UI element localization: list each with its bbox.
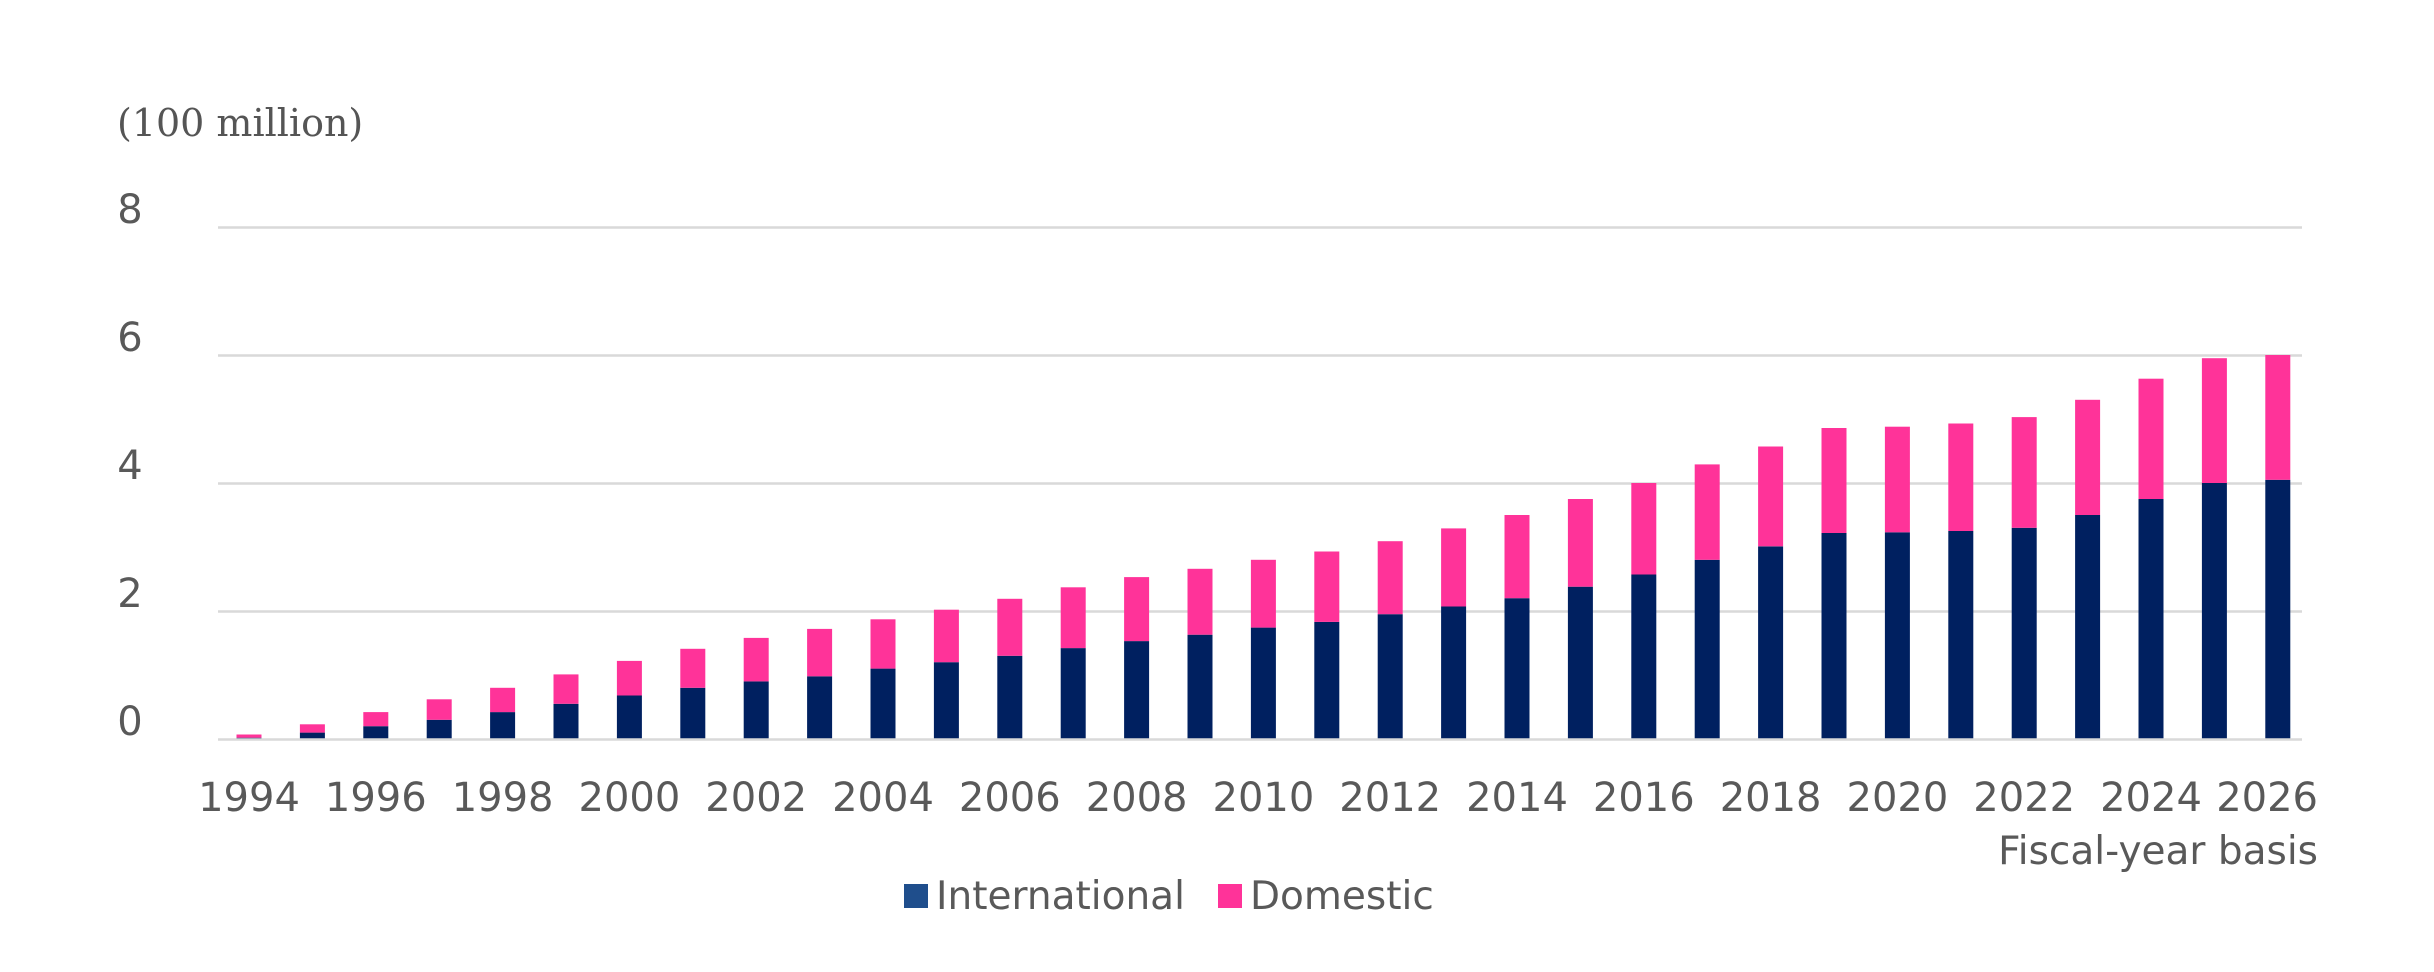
bar-domestic-2002	[743, 637, 769, 682]
legend-label-international: International	[936, 874, 1185, 919]
bar-domestic-2000	[616, 660, 642, 696]
x-tick-label: 2026	[2216, 775, 2318, 821]
bar-domestic-1995	[299, 724, 325, 733]
legend-swatch-domestic	[1218, 884, 1242, 908]
bar-domestic-2019	[1821, 428, 1847, 533]
bar-domestic-1998	[490, 687, 516, 713]
bar-domestic-1997	[426, 699, 452, 720]
bar-international-2015	[1567, 586, 1593, 739]
legend-label-domestic: Domestic	[1250, 874, 1434, 919]
bar-domestic-2012	[1377, 541, 1403, 615]
bar-international-2007	[1060, 648, 1086, 739]
bar-domestic-2018	[1758, 446, 1784, 547]
bar-domestic-1999	[553, 674, 579, 704]
bar-international-2003	[807, 676, 833, 739]
bar-domestic-2010	[1250, 559, 1276, 628]
bar-international-2000	[616, 695, 642, 739]
bar-international-2008	[1124, 641, 1150, 739]
x-tick-label: 2006	[959, 775, 1061, 821]
y-tick-label: 8	[117, 187, 142, 233]
bar-international-2018	[1758, 546, 1784, 739]
x-tick-label: 2000	[579, 775, 681, 821]
bar-domestic-2003	[807, 628, 833, 677]
bar-domestic-2008	[1124, 577, 1150, 642]
bar-international-2004	[870, 668, 896, 739]
bar-international-2001	[680, 687, 706, 739]
legend-swatch-international	[904, 884, 928, 908]
legend: International Domestic	[904, 874, 1434, 919]
bar-domestic-2022	[2011, 417, 2037, 528]
bar-domestic-2007	[1060, 587, 1086, 649]
bar-international-1996	[363, 726, 389, 739]
x-tick-label: 1994	[198, 775, 300, 821]
bar-international-2019	[1821, 532, 1847, 739]
bar-international-2002	[743, 681, 769, 739]
bar-international-2025	[2201, 483, 2227, 739]
y-tick-label: 0	[117, 699, 142, 745]
unit-label: (100 million)	[117, 101, 363, 145]
x-tick-label: 2004	[832, 775, 934, 821]
x-tick-label: 1998	[452, 775, 554, 821]
bar-international-2020	[1884, 532, 1910, 739]
bar-domestic-2014	[1504, 515, 1530, 599]
bar-international-2012	[1377, 614, 1403, 739]
bar-international-2014	[1504, 598, 1530, 739]
gridlines	[218, 226, 2302, 613]
x-tick-label: 2018	[1720, 775, 1822, 821]
bar-international-2017	[1694, 559, 1720, 739]
x-tick-label: 2020	[1847, 775, 1949, 821]
bar-domestic-2021	[1948, 423, 1974, 531]
bar-domestic-2016	[1631, 483, 1657, 575]
x-tick-label: 2010	[1213, 775, 1315, 821]
bar-international-1998	[490, 712, 516, 739]
bar-domestic-2005	[933, 609, 959, 663]
bar-domestic-2001	[680, 648, 706, 688]
bar-international-1999	[553, 703, 579, 739]
bar-international-2011	[1314, 621, 1340, 739]
x-tick-label: 2008	[1086, 775, 1188, 821]
bar-domestic-2006	[997, 598, 1023, 656]
bar-international-2013	[1441, 606, 1467, 739]
bar-domestic-2020	[1884, 426, 1910, 533]
bar-domestic-2025	[2201, 358, 2227, 483]
bar-domestic-1996	[363, 712, 389, 727]
bar-domestic-2011	[1314, 551, 1340, 622]
bars	[236, 355, 2291, 739]
x-tick-label: 1996	[325, 775, 427, 821]
x-tick-label: 2002	[705, 775, 807, 821]
x-axis-ticks: 1994 1996 1998 2000 2002 2004 2006 2008 2010 2012…	[198, 775, 2318, 821]
bar-international-2006	[997, 655, 1023, 739]
x-tick-label: 2014	[1466, 775, 1568, 821]
x-tick-label: 2022	[1973, 775, 2075, 821]
x-tick-label: 2012	[1339, 775, 1441, 821]
bar-international-2016	[1631, 574, 1657, 739]
bar-international-1995	[299, 732, 325, 739]
bar-domestic-2024	[2138, 378, 2164, 499]
x-tick-label: 2024	[2100, 775, 2202, 821]
bar-domestic-2026	[2265, 355, 2291, 480]
bar-international-2026	[2265, 479, 2291, 739]
y-axis-ticks: 0 2 4 6 8	[117, 187, 142, 745]
bar-international-2022	[2011, 527, 2037, 739]
bar-international-2009	[1187, 634, 1213, 739]
bar-domestic-2004	[870, 619, 896, 669]
bar-domestic-2023	[2075, 399, 2101, 515]
y-tick-label: 6	[117, 315, 142, 361]
bar-domestic-2013	[1441, 528, 1467, 607]
bar-international-2010	[1250, 627, 1276, 739]
bar-domestic-2009	[1187, 568, 1213, 635]
bar-international-1997	[426, 719, 452, 739]
bar-domestic-1994	[236, 734, 262, 738]
bar-domestic-2017	[1694, 464, 1720, 560]
x-tick-label: 2016	[1593, 775, 1695, 821]
bar-domestic-2015	[1567, 499, 1593, 587]
bar-international-2021	[1948, 531, 1974, 739]
x-axis-label: Fiscal-year basis	[1998, 829, 2318, 874]
y-tick-label: 2	[117, 571, 142, 617]
bar-international-2024	[2138, 499, 2164, 739]
bar-international-2005	[933, 662, 959, 739]
bar-international-2023	[2075, 515, 2101, 739]
y-tick-label: 4	[117, 443, 142, 489]
